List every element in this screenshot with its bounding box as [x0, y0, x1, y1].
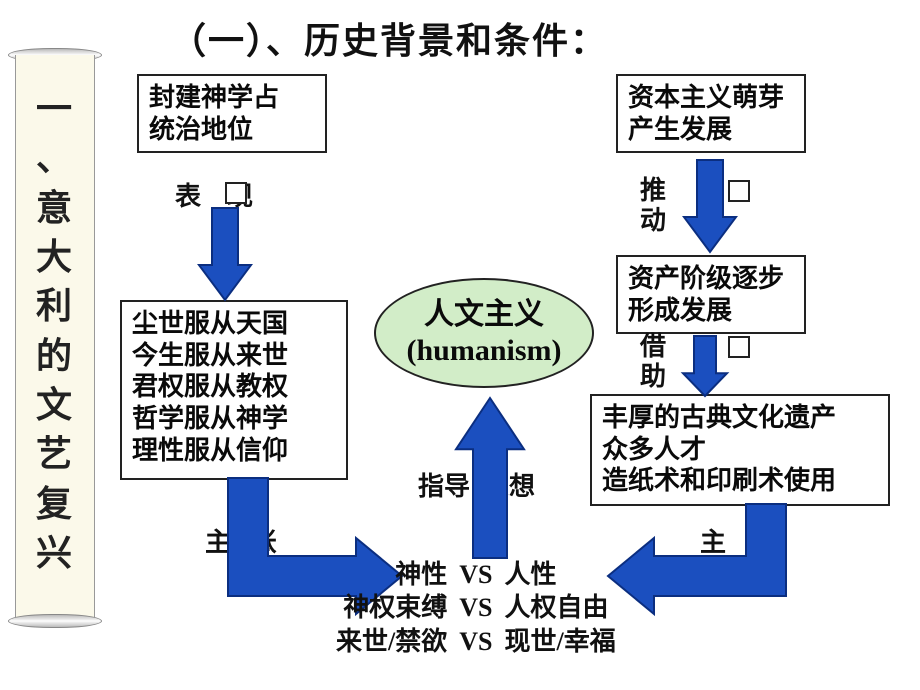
scroll-char: 大: [16, 233, 94, 282]
scroll-char: 意: [16, 184, 94, 233]
scroll-char: 文: [16, 381, 94, 430]
scroll-char: 利: [16, 282, 94, 331]
scroll-char: 艺: [16, 430, 94, 479]
scroll-text: 一、意大利的文艺复兴: [16, 85, 94, 578]
box-feudal-theology: 封建神学占统治地位: [137, 74, 327, 153]
scroll-rod-bottom: [8, 614, 102, 628]
box-five-obediences: 尘世服从天国今生服从来世君权服从教权哲学服从神学理性服从信仰: [120, 300, 348, 480]
marker-square-1: [225, 182, 247, 204]
box-heritage-talent-printing: 丰厚的古典文化遗产众多人才造纸术和印刷术使用: [590, 394, 890, 506]
scroll-char: 的: [16, 332, 94, 381]
scroll-char: 、: [16, 134, 94, 183]
label-jiezhu: 借 助: [640, 332, 666, 392]
box-bourgeoisie: 资产阶级逐步形成发展: [616, 255, 806, 334]
page-title: （一）、历史背景和条件：: [170, 12, 608, 64]
vs-comparison: 神性VS人性神权束缚VS人权自由来世/禁欲VS现世/幸福: [330, 558, 622, 658]
scroll-banner: 一、意大利的文艺复兴: [15, 55, 95, 620]
marker-square-3: [728, 336, 750, 358]
scroll-char: 一: [16, 85, 94, 134]
box-capitalism-sprout: 资本主义萌芽产生发展: [616, 74, 806, 153]
arrow-down-right-2: [680, 336, 730, 396]
oval-line2: (humanism): [406, 333, 561, 369]
oval-line1: 人文主义: [424, 297, 544, 333]
arrow-up-center: [450, 398, 530, 558]
arrow-down-left: [195, 208, 255, 300]
oval-humanism: 人文主义 (humanism): [374, 278, 594, 388]
scroll-char: 兴: [16, 529, 94, 578]
arrow-down-right-1: [680, 160, 740, 252]
label-tuidong: 推 动: [640, 176, 666, 236]
scroll-char: 复: [16, 480, 94, 529]
